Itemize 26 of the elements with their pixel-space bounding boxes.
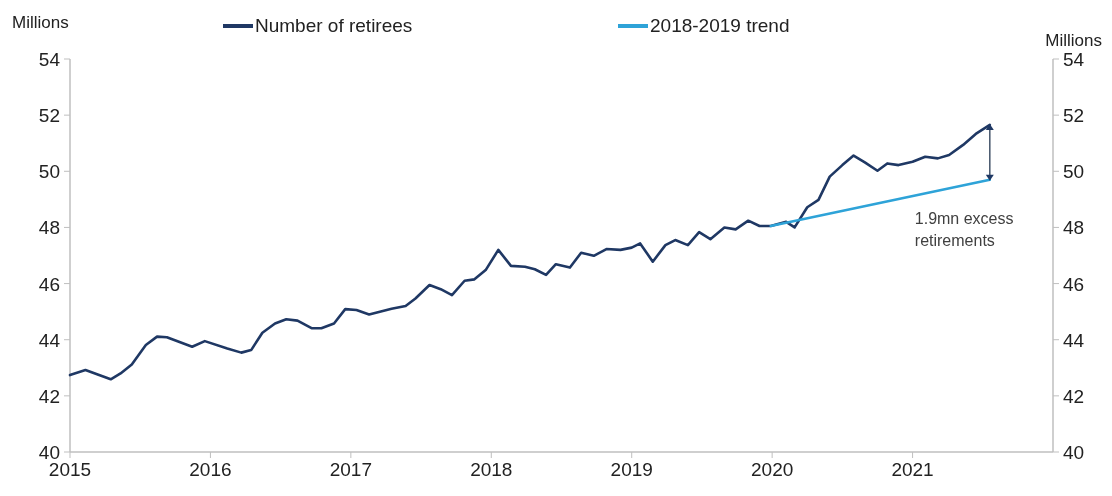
y2-tick-label: 40	[1063, 442, 1085, 463]
y2-tick-label: 48	[1063, 217, 1085, 239]
x-tick-label: 2021	[891, 459, 934, 480]
y2-tick-label: 50	[1063, 161, 1085, 183]
x-tick-label: 2017	[329, 459, 372, 480]
y2-tick-label: 42	[1063, 385, 1085, 407]
y-tick-label: 52	[38, 105, 60, 127]
y2-tick-label: 54	[1063, 49, 1085, 70]
y2-tick-label: 52	[1063, 105, 1085, 127]
y2-axis-title: Millions	[1045, 31, 1102, 50]
y-axis-title: Millions	[12, 13, 69, 32]
y-tick-label: 44	[38, 329, 61, 351]
y2-tick-label: 46	[1063, 273, 1085, 295]
x-tick-label: 2020	[751, 459, 794, 480]
y-tick-label: 48	[38, 217, 60, 239]
legend-label: Number of retirees	[255, 15, 413, 36]
y-tick-label: 50	[38, 161, 60, 183]
x-tick-label: 2016	[189, 459, 232, 480]
legend-label: 2018-2019 trend	[650, 15, 790, 36]
y2-tick-label: 44	[1063, 329, 1085, 351]
y-tick-label: 42	[38, 385, 60, 407]
annotation: 1.9mn excess retirements	[914, 209, 1014, 249]
x-tick-label: 2018	[470, 459, 513, 480]
x-tick-label: 2019	[610, 459, 653, 480]
y-tick-label: 54	[38, 49, 61, 70]
y-tick-label: 46	[38, 273, 60, 295]
